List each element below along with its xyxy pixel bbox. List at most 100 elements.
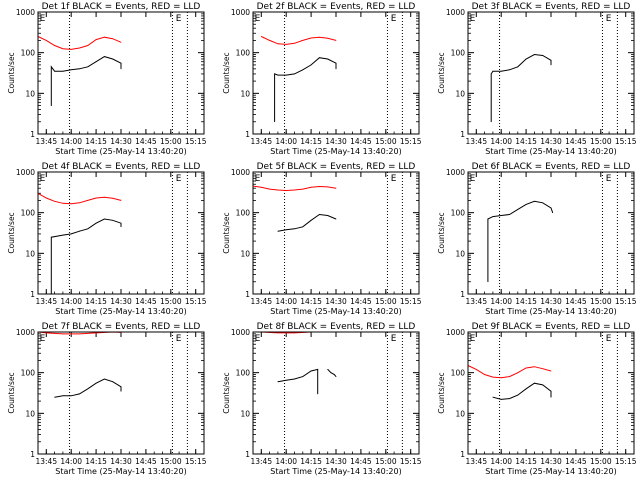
data-point (509, 376, 510, 378)
data-point (509, 214, 510, 215)
event-marker-label: E (176, 174, 182, 184)
panel-title: Det 3f BLACK = Events, RED = LLD (472, 2, 631, 12)
y-tick-label: 1 (30, 450, 35, 459)
x-tick-label: 14:45 (565, 137, 587, 146)
x-tick-label: 13:45 (465, 457, 487, 466)
x-tick-label: 14:00 (275, 457, 297, 466)
lld-series-line (467, 365, 552, 379)
events-series-line (54, 378, 122, 398)
x-tick-label: 14:15 (85, 137, 107, 146)
x-tick-label: 14:15 (515, 457, 537, 466)
data-point (120, 226, 122, 228)
x-tick-label: 14:00 (490, 137, 512, 146)
x-tick-label: 15:15 (185, 137, 207, 146)
x-tick-label: 15:00 (590, 137, 612, 146)
data-point (550, 390, 552, 392)
y-tick-label: 1 (245, 450, 250, 459)
x-tick-label: 14:00 (275, 137, 297, 146)
y-axis-label: Counts/sec (437, 212, 446, 253)
panel-title: Det 5f BLACK = Events, RED = LLD (257, 162, 416, 172)
y-tick-label: 10 (25, 409, 35, 418)
data-point (492, 216, 494, 218)
data-point (302, 188, 304, 190)
x-tick-label: 14:15 (515, 137, 537, 146)
data-point (319, 214, 320, 215)
data-point (285, 229, 287, 231)
x-tick-label: 13:45 (250, 457, 272, 466)
panel-6: Det 6f BLACK = Events, RED = LLD 1 10 100 10… (437, 162, 637, 316)
y-tick-label: 1000 (231, 8, 250, 17)
x-axis-label: Start Time (25-May-14 13:40:20) (55, 307, 186, 316)
y-tick-label: 100 (236, 369, 251, 378)
data-point (104, 218, 105, 220)
x-tick-label: 14:00 (60, 457, 82, 466)
panel-title: Det 6f BLACK = Events, RED = LLD (472, 162, 631, 172)
x-tick-label: 14:30 (540, 297, 562, 306)
data-point (517, 394, 519, 396)
data-point (87, 228, 89, 230)
x-tick-label: 14:30 (110, 457, 132, 466)
y-tick-label: 100 (236, 209, 251, 218)
x-tick-label: 14:45 (350, 137, 372, 146)
data-point (294, 228, 295, 230)
x-axis-label: Start Time (25-May-14 13:40:20) (270, 307, 401, 316)
data-point (317, 369, 319, 370)
data-point (500, 399, 502, 400)
plot-frame (37, 171, 205, 295)
x-tick-label: 15:15 (615, 457, 637, 466)
y-tick-label: 1000 (16, 8, 35, 17)
lld-series-line (261, 36, 337, 45)
x-axis-label: Start Time (25-May-14 13:40:20) (485, 147, 616, 156)
data-point (50, 66, 52, 68)
data-point (104, 196, 105, 198)
event-marker-label: E (470, 174, 476, 184)
x-tick-label: 14:15 (300, 297, 322, 306)
y-axis-label: Counts/sec (437, 52, 446, 93)
y-tick-label: 1 (245, 290, 250, 299)
data-point (492, 396, 494, 398)
data-point (509, 398, 510, 400)
data-point (45, 40, 47, 41)
events-series-line (490, 53, 552, 122)
data-point (62, 395, 64, 397)
x-axis-label: Start Time (25-May-14 13:40:20) (55, 147, 186, 156)
data-point (335, 187, 337, 189)
event-marker-label: E (470, 334, 476, 344)
x-tick-label: 15:00 (375, 457, 397, 466)
data-point (335, 218, 337, 220)
y-tick-label: 1000 (446, 168, 465, 177)
data-point (550, 207, 552, 209)
x-tick-label: 13:45 (35, 457, 57, 466)
data-point (475, 369, 477, 370)
panel-title: Det 9f BLACK = Events, RED = LLD (472, 322, 631, 332)
data-point (335, 40, 337, 41)
x-tick-label: 14:00 (275, 297, 297, 306)
x-tick-label: 14:15 (300, 137, 322, 146)
data-point (62, 333, 64, 335)
y-axis-label: Counts/sec (7, 212, 16, 253)
y-tick-label: 1 (460, 450, 465, 459)
x-tick-label: 14:30 (325, 297, 347, 306)
panel-3: Det 3f BLACK = Events, RED = LLD 1 10 100 10… (437, 2, 637, 156)
event-marker-label: E (470, 14, 476, 24)
x-tick-label: 14:45 (565, 297, 587, 306)
data-point (335, 376, 337, 378)
x-axis-label: Start Time (25-May-14 13:40:20) (55, 467, 186, 476)
data-point (50, 236, 52, 238)
data-point (260, 186, 262, 188)
data-point (79, 393, 80, 395)
data-point (104, 378, 105, 380)
x-tick-label: 15:15 (400, 457, 422, 466)
x-tick-label: 14:30 (110, 297, 132, 306)
data-point (95, 332, 97, 334)
panel-1: Det 1f BLACK = Events, RED = LLD 1 10 100 10… (7, 2, 207, 156)
event-marker-label: E (606, 14, 612, 24)
data-point (112, 197, 114, 199)
data-point (490, 121, 492, 123)
data-point (327, 37, 329, 39)
event-marker-label: E (391, 14, 397, 24)
data-point (500, 70, 502, 72)
data-point (45, 332, 47, 334)
data-point (87, 200, 89, 201)
data-point (509, 69, 510, 71)
